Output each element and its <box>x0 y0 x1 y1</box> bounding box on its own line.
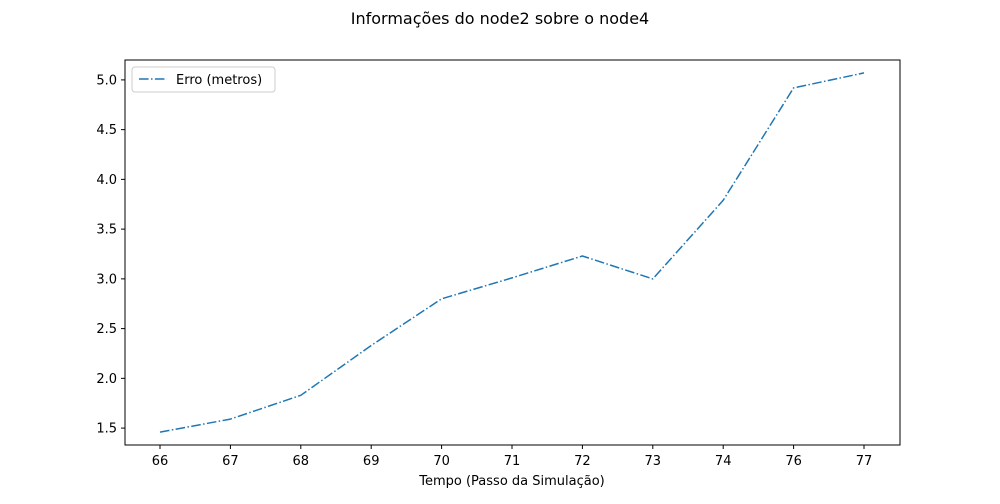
y-tick-label: 3.0 <box>96 272 117 287</box>
x-tick-label: 70 <box>433 454 450 469</box>
y-tick-label: 1.5 <box>96 422 117 437</box>
x-tick-label: 68 <box>293 454 310 469</box>
x-tick-label: 73 <box>645 454 662 469</box>
x-tick-label: 76 <box>785 454 802 469</box>
x-tick-label: 72 <box>574 454 591 469</box>
chart-title: Informações do node2 sobre o node4 <box>351 9 649 28</box>
y-tick-label: 2.5 <box>96 322 117 337</box>
x-tick-label: 71 <box>504 454 521 469</box>
x-tick-label: 74 <box>715 454 732 469</box>
x-axis-label: Tempo (Passo da Simulação) <box>418 474 605 489</box>
x-tick-label: 67 <box>222 454 239 469</box>
y-tick-label: 4.5 <box>96 123 117 138</box>
series-line <box>159 72 865 433</box>
legend-label: Erro (metros) <box>176 73 262 88</box>
x-tick-label: 77 <box>856 454 873 469</box>
y-tick-label: 4.0 <box>96 173 117 188</box>
y-tick-label: 5.0 <box>96 73 117 88</box>
x-tick-label: 66 <box>152 454 169 469</box>
y-tick-label: 2.0 <box>96 372 117 387</box>
axes-frame <box>124 59 901 446</box>
x-tick-label: 69 <box>363 454 380 469</box>
plot-area: 66 67 68 69 70 71 72 73 74 76 77 1.5 2.0 2.5 3.0 3.5 4.0… <box>96 72 872 469</box>
legend-box <box>131 66 276 93</box>
legend: Erro (metros) <box>131 66 276 93</box>
y-tick-label: 3.5 <box>96 223 117 238</box>
